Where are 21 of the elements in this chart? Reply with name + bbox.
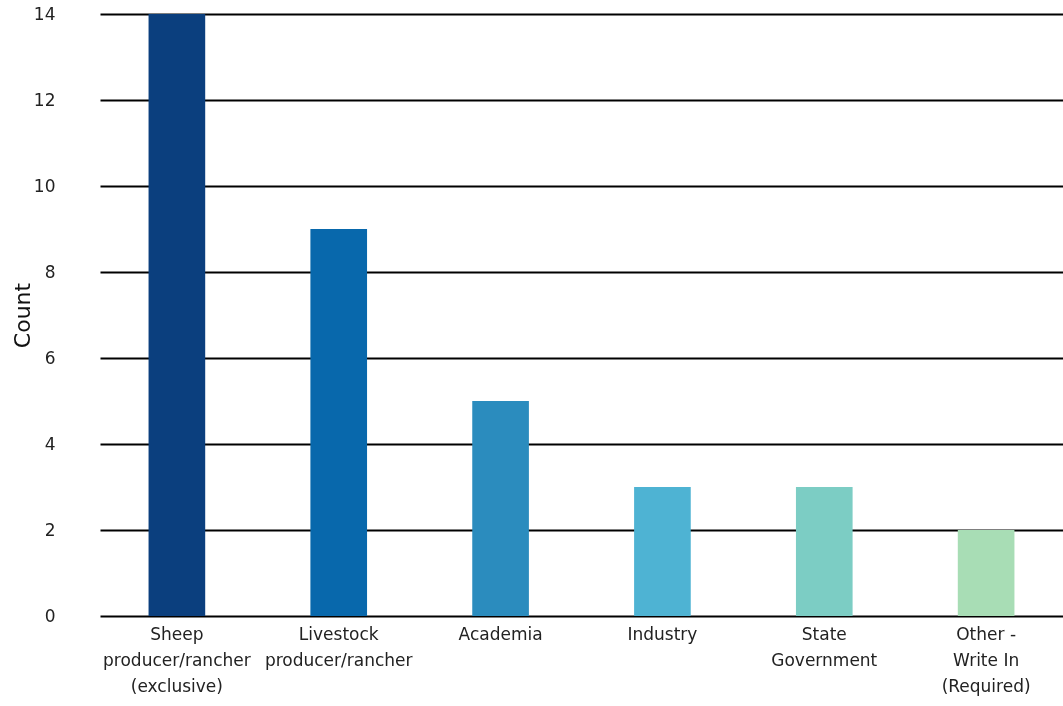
x-tick-label: State Government: [771, 623, 878, 670]
bar: [148, 14, 206, 616]
x-tick-label: Sheep producer/rancher (exclusive): [103, 623, 251, 696]
bar: [310, 229, 368, 616]
bar: [472, 401, 529, 616]
bar: [634, 487, 691, 616]
bar: [795, 487, 853, 616]
y-tick-label: 8: [44, 261, 56, 282]
y-tick-label: 14: [33, 3, 56, 24]
x-tick-label: Other - Write In (Required): [941, 623, 1031, 696]
y-tick-label: 2: [44, 519, 56, 540]
x-tick-label: Livestock producer/rancher: [264, 623, 413, 670]
y-tick-label: 12: [33, 89, 56, 110]
y-tick-label: 10: [33, 175, 56, 196]
y-tick-label: 4: [44, 433, 56, 454]
y-axis-title: Count: [9, 282, 35, 349]
x-tick-label: Industry: [627, 623, 698, 644]
x-tick-label: Academia: [458, 623, 543, 644]
bar: [957, 530, 1015, 616]
y-tick-label: 6: [44, 347, 56, 368]
y-tick-label: 0: [44, 605, 56, 626]
